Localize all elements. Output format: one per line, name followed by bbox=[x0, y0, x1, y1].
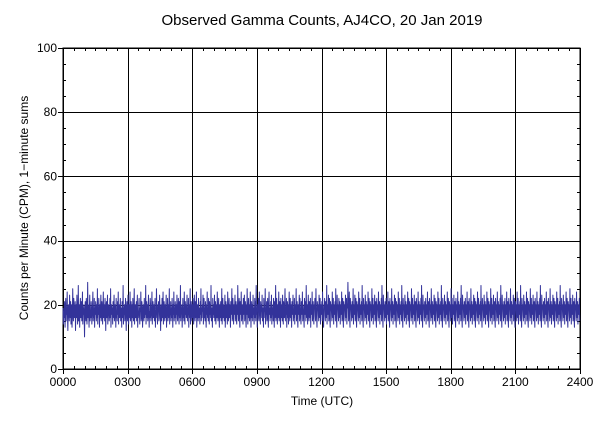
y-tick-label: 80 bbox=[44, 105, 58, 119]
chart-title: Observed Gamma Counts, AJ4CO, 20 Jan 201… bbox=[162, 12, 483, 29]
x-tick-label: 1200 bbox=[308, 375, 335, 389]
x-tick-label: 1500 bbox=[373, 375, 400, 389]
x-tick-label: 1800 bbox=[437, 375, 464, 389]
y-tick-label: 60 bbox=[44, 169, 58, 183]
x-tick-label: 0000 bbox=[50, 375, 77, 389]
x-tick-label: 0900 bbox=[244, 375, 271, 389]
plot-area bbox=[62, 47, 581, 370]
y-axis-label: Counts per Minute (CPM), 1−minute sums bbox=[17, 96, 31, 320]
x-axis-label: Time (UTC) bbox=[291, 394, 353, 408]
y-tick-label: 100 bbox=[37, 41, 57, 55]
y-tick-label: 0 bbox=[50, 362, 57, 376]
x-tick-labels: 0000 0300 0600 0900 1200 1500 1800 2100 2400 bbox=[50, 375, 594, 389]
y-tick-labels: 0 20 40 60 80 100 bbox=[37, 41, 57, 376]
x-tick-label: 2400 bbox=[567, 375, 594, 389]
x-tick-label: 2100 bbox=[502, 375, 529, 389]
series-line bbox=[62, 281, 581, 338]
y-tick-label: 40 bbox=[44, 234, 58, 248]
y-tick-label: 20 bbox=[44, 298, 58, 312]
x-tick-label: 0600 bbox=[179, 375, 206, 389]
x-tick-label: 0300 bbox=[114, 375, 141, 389]
